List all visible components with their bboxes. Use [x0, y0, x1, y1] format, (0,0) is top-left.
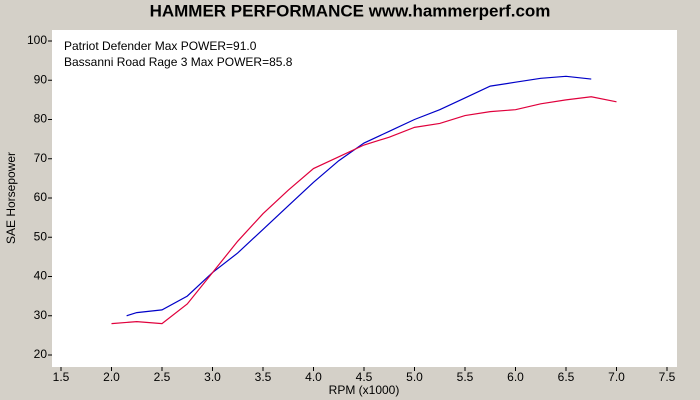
- x-tick-label: 5.5: [457, 370, 474, 384]
- chart-title: HAMMER PERFORMANCE www.hammerperf.com: [150, 1, 551, 20]
- series-line: [126, 75, 592, 317]
- x-tick-label: 2.0: [103, 370, 120, 384]
- y-tick-label: 20: [34, 347, 48, 361]
- x-tick-label: 4.5: [356, 370, 373, 384]
- plot-area: [52, 30, 677, 367]
- series-line: [111, 96, 617, 325]
- y-tick-label: 30: [34, 308, 48, 322]
- x-tick-label: 3.0: [204, 370, 221, 384]
- x-tick-label: 6.5: [558, 370, 575, 384]
- x-tick-label: 1.5: [53, 370, 70, 384]
- x-tick-label: 2.5: [154, 370, 171, 384]
- x-axis-label: RPM (x1000): [329, 383, 400, 397]
- x-tick-label: 6.0: [507, 370, 524, 384]
- y-tick-label: 90: [34, 72, 48, 86]
- y-tick-label: 40: [34, 269, 48, 283]
- y-tick-label: 70: [34, 151, 48, 165]
- legend-entry: Patriot Defender Max POWER=91.0: [64, 39, 257, 53]
- y-tick-label: 100: [27, 33, 47, 47]
- y-axis-label: SAE Horsepower: [4, 152, 18, 244]
- legend-entry: Bassanni Road Rage 3 Max POWER=85.8: [64, 55, 293, 69]
- x-tick-label: 7.5: [659, 370, 676, 384]
- y-tick-label: 60: [34, 190, 48, 204]
- x-tick-label: 4.0: [305, 370, 322, 384]
- x-tick-label: 3.5: [255, 370, 272, 384]
- x-tick-label: 7.0: [608, 370, 625, 384]
- x-tick-label: 5.0: [406, 370, 423, 384]
- y-tick-label: 50: [34, 229, 48, 243]
- y-tick-label: 80: [34, 112, 48, 126]
